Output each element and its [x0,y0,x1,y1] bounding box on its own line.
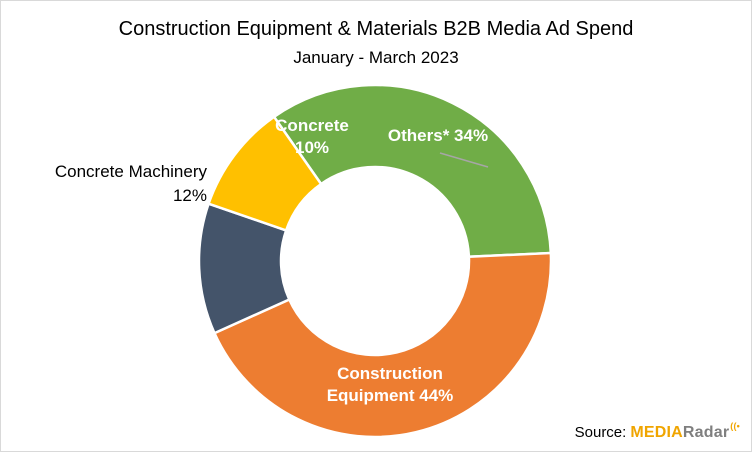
data-label-construction-equipment: Construction Equipment 44% [327,364,454,405]
logo-radar-text: Radar [682,424,730,441]
mediaradar-logo: MEDIA Radar ((• [630,421,740,442]
chart-title: Construction Equipment & Materials B2B M… [118,18,634,40]
data-label-concrete-machinery: Concrete Machinery 12% [55,162,208,205]
data-label-concrete: Concrete 10% [275,116,349,157]
chart-subtitle: January - March 2023 [293,48,459,67]
slice-construction-equipment [212,251,553,439]
leader-line-others [439,152,489,168]
slice-concrete [206,115,323,232]
data-label-others: Others* 34% [388,126,488,145]
logo-media-text: MEDIA [630,424,683,441]
source-line: Source: MEDIA Radar ((• [574,421,740,442]
source-label: Source: [574,424,627,441]
radar-icon: ((• [730,421,740,431]
slice-others [272,83,553,259]
